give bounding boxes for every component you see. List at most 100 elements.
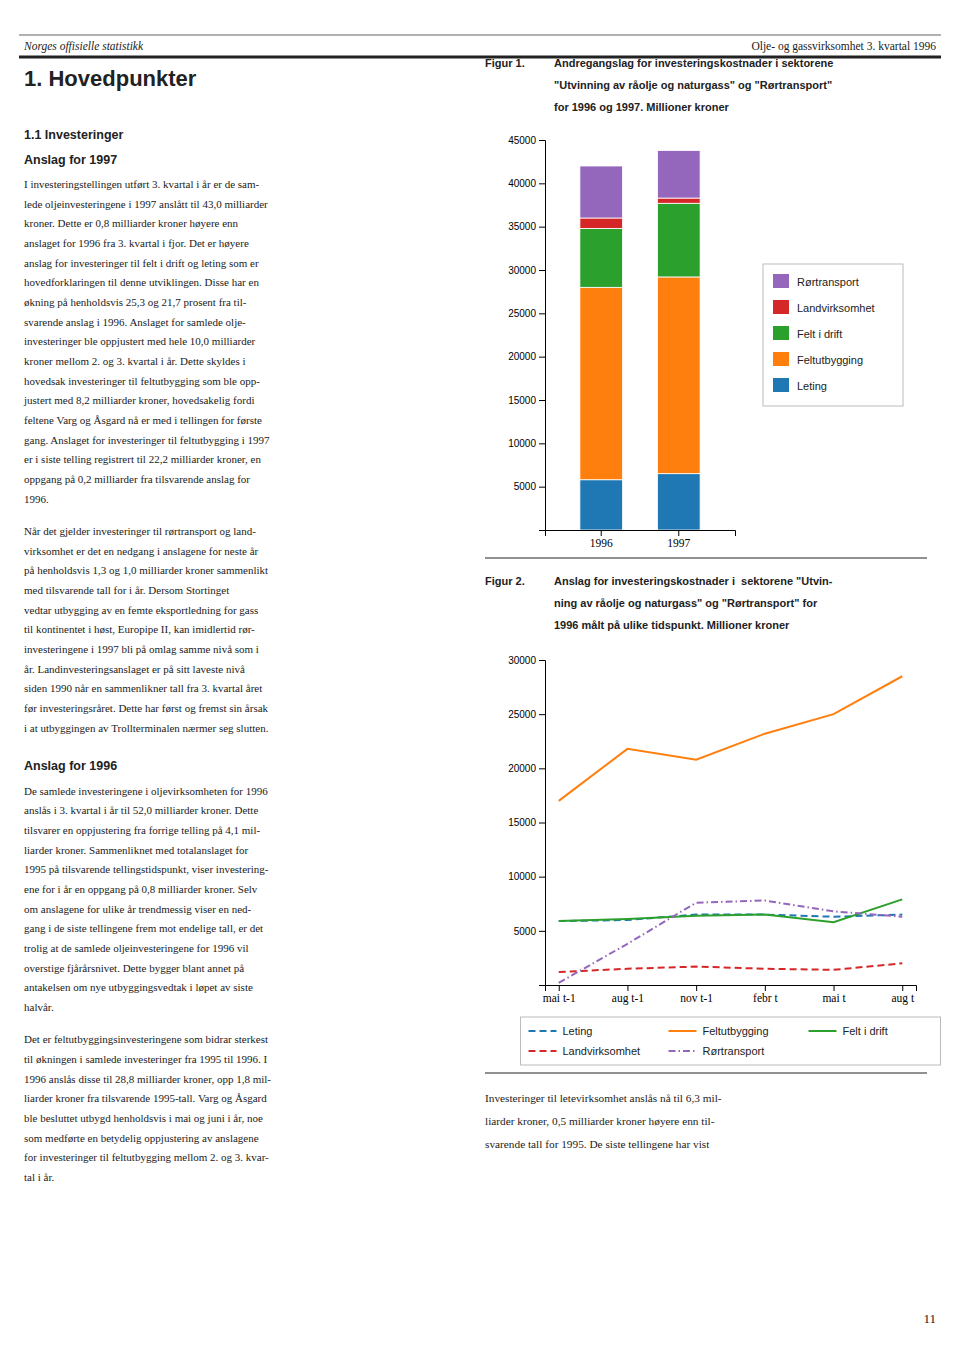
tick-label: 20000 — [508, 763, 536, 774]
body-text: hovedforklaringen til denne utviklingen.… — [24, 276, 259, 288]
tick-label: 40000 — [508, 178, 536, 189]
tick-mark — [601, 530, 602, 536]
tick-label: febr t — [753, 992, 778, 1004]
axis-line — [539, 141, 546, 531]
tick-mark — [627, 985, 628, 991]
body-text: oppgang på 0,2 milliarder fra tilsvarend… — [24, 473, 250, 485]
legend-swatch — [773, 326, 789, 340]
section-subtitle: Anslag for 1996 — [24, 759, 117, 773]
body-text: som medførte en betydelig oppjustering a… — [24, 1132, 259, 1144]
bars — [580, 150, 700, 530]
body-text: anslag for investeringer til felt i drif… — [24, 257, 259, 269]
body-text: feltene Varg og Åsgard nå er med i telli… — [24, 414, 262, 426]
footer: Investeringer til letevirksomhet anslås … — [485, 1092, 722, 1150]
x-tick: 1997 — [667, 530, 690, 549]
body-text: trolig at de samlede oljeinvesteringene … — [24, 942, 249, 954]
figure-title-line: ning av råolje og naturgass" og "Rørtran… — [554, 597, 818, 609]
tick-label: 15000 — [508, 395, 536, 406]
header-right: Olje- og gassvirksomhet 3. kvartal 1996 — [751, 40, 936, 53]
x-tick: nov t-1 — [680, 985, 713, 1004]
body-text: gang. Anslaget for investeringer til fel… — [24, 434, 270, 446]
body-text: virksomhet er det en nedgang i anslagene… — [24, 545, 259, 557]
bar-series — [580, 474, 700, 530]
legend-swatch — [809, 1030, 837, 1032]
body-text: vedtar utbygging av en femte eksportledn… — [24, 604, 258, 616]
y-tick: 10000 — [508, 871, 545, 882]
section-subtitle: Anslag for 1997 — [24, 153, 117, 167]
footer-text: Investeringer til letevirksomhet anslås … — [485, 1092, 722, 1104]
tick-mark — [539, 823, 545, 824]
tick-label: 45000 — [508, 135, 536, 146]
x-tick: aug t-1 — [612, 985, 645, 1005]
legend-swatch — [669, 1030, 697, 1032]
body-text: er i siste telling registrert til 22,2 m… — [24, 453, 261, 465]
tick-mark — [696, 985, 697, 991]
separator — [485, 1073, 927, 1074]
chapter-title: 1. Hovedpunkter — [24, 66, 197, 91]
tick-label: 25000 — [508, 308, 536, 319]
page: Norges offisielle statistikkOlje- og gas… — [0, 0, 960, 1357]
body-text: på henholdsvis 1,3 og 1,0 milliarder kro… — [24, 564, 268, 576]
figure-title-line: Andregangslag for investeringskostnader … — [554, 57, 833, 69]
tick-mark — [539, 931, 545, 932]
bar — [580, 218, 623, 228]
y-tick: 10000 — [508, 438, 545, 449]
tick-label: 30000 — [508, 265, 536, 276]
body-text: til økningen i samlede investeringer fra… — [24, 1053, 268, 1065]
tick-label: nov t-1 — [680, 992, 713, 1004]
body-text: anslås i 3. kvartal i år til 52,0 millia… — [24, 804, 258, 816]
figure-title-line: for 1996 og 1997. Millioner kroner — [554, 101, 730, 113]
text-column: 1. Hovedpunkter 1.1 Investeringer Anslag f… — [23, 66, 271, 1183]
body-text: I investeringstellingen utført 3. kvarta… — [24, 178, 260, 190]
legend-label: Rørtransport — [797, 276, 859, 288]
y-tick: 25000 — [508, 308, 545, 319]
tick-mark — [834, 985, 835, 991]
y-tick: 20000 — [508, 351, 545, 362]
tick-mark — [539, 227, 545, 228]
body-text: i at utbyggingen av Trollterminalen nærm… — [24, 722, 269, 734]
body-text: gang i de siste tellingene frem mot ende… — [24, 922, 263, 934]
bar-series — [580, 150, 700, 218]
tick-mark — [539, 443, 545, 444]
body-text: med tilsvarende tall for i år. Dersom St… — [24, 584, 229, 596]
body-text: liarder kroner fra tilsvarende 1995-tall… — [24, 1092, 267, 1104]
legend-label: Felt i drift — [843, 1025, 888, 1037]
x-tick: 1996 — [590, 530, 613, 549]
figure-title: Figur 2.Anslag for investeringskostnader… — [485, 575, 833, 631]
tick-mark — [539, 400, 545, 401]
y-tick: 40000 — [508, 178, 545, 189]
body-text: De samlede investeringene i oljevirksomh… — [24, 785, 268, 797]
body-text: Det er feltutbyggingsinvesteringene som … — [24, 1033, 268, 1045]
tick-mark — [539, 714, 545, 715]
bar — [580, 228, 623, 287]
legend-frame — [763, 264, 903, 406]
legend-label: Felt i drift — [797, 328, 842, 340]
body-text: investeringene i 1997 bli på omlag samme… — [24, 643, 259, 655]
tick-mark — [539, 270, 545, 271]
tick-label: 1997 — [667, 537, 690, 549]
tick-label: 5000 — [514, 481, 537, 492]
body-text: 1996. — [24, 493, 49, 505]
y-tick: 20000 — [508, 763, 545, 774]
section-title: 1.1 Investeringer — [24, 128, 123, 142]
bar — [657, 474, 700, 530]
bar — [580, 166, 623, 218]
tick-label: 35000 — [508, 221, 536, 232]
figure-title-line: Anslag for investeringskostnader i sekto… — [554, 575, 833, 587]
body-text: justert med 8,2 milliarder kroner, hoved… — [23, 394, 255, 406]
body-text: om anslagene for ulike år trendmessig vi… — [24, 903, 252, 915]
figure-title: Figur 1.Andregangslag for investeringsko… — [485, 57, 833, 113]
body-text: lede oljeinvesteringene i 1997 anslått t… — [24, 198, 268, 210]
legend-label: Landvirksomhet — [563, 1045, 641, 1057]
header: Norges offisielle statistikkOlje- og gas… — [19, 35, 941, 57]
axis-line — [546, 531, 736, 537]
tick-label: 1996 — [590, 537, 613, 549]
legend-label: Feltutbygging — [703, 1025, 769, 1037]
x-tick: mai t — [822, 985, 846, 1004]
body-text: 1995 på tilsvarende tellingstidspunkt, v… — [24, 863, 269, 875]
legend-swatch — [669, 1050, 697, 1052]
x-tick: febr t — [753, 985, 778, 1004]
tick-mark — [539, 768, 545, 769]
tick-mark — [539, 487, 545, 488]
legend: LetingFeltutbyggingFelt i driftLandvirks… — [521, 1017, 941, 1065]
